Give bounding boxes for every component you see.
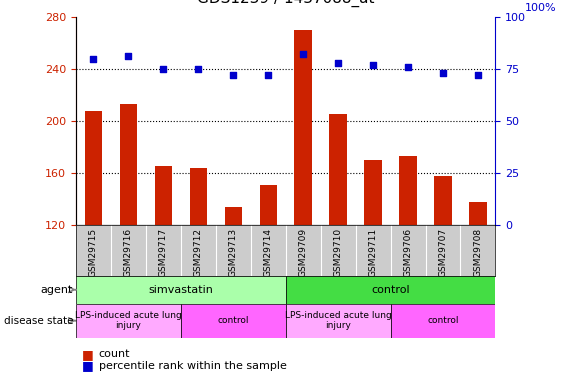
Text: GSM29715: GSM29715	[89, 228, 98, 277]
Text: ■: ■	[82, 359, 93, 372]
Text: LPS-induced acute lung
injury: LPS-induced acute lung injury	[285, 311, 391, 330]
Bar	[260, 184, 277, 225]
Point	[369, 62, 378, 68]
Bar	[76, 276, 286, 304]
Point	[89, 56, 98, 62]
Bar	[190, 168, 207, 225]
Text: GSM29709: GSM29709	[299, 228, 308, 277]
Point	[299, 51, 308, 57]
Text: GSM29706: GSM29706	[404, 228, 413, 277]
Bar	[181, 304, 286, 338]
Point	[439, 70, 448, 76]
Text: disease state: disease state	[4, 316, 73, 326]
Text: GSM29714: GSM29714	[263, 228, 272, 276]
Text: simvastatin: simvastatin	[149, 285, 213, 295]
Text: count: count	[99, 350, 130, 359]
Bar	[155, 166, 172, 225]
Point	[229, 72, 238, 78]
Bar	[286, 276, 495, 304]
Bar	[120, 104, 137, 225]
Bar	[85, 111, 102, 225]
Text: GSM29717: GSM29717	[159, 228, 168, 277]
Point	[124, 53, 133, 59]
Text: control: control	[371, 285, 410, 295]
Text: control: control	[217, 316, 249, 325]
Point	[334, 60, 343, 66]
Bar	[391, 304, 495, 338]
Bar	[329, 114, 347, 225]
Bar	[399, 156, 417, 225]
Bar	[76, 304, 181, 338]
Point	[159, 66, 168, 72]
Text: GSM29711: GSM29711	[369, 228, 378, 277]
Bar	[286, 304, 391, 338]
Text: percentile rank within the sample: percentile rank within the sample	[99, 361, 287, 370]
Bar	[434, 176, 452, 225]
Text: GSM29713: GSM29713	[229, 228, 238, 277]
Text: GSM29710: GSM29710	[334, 228, 343, 277]
Text: GSM29716: GSM29716	[124, 228, 133, 277]
Bar	[364, 160, 382, 225]
Point	[404, 64, 413, 70]
Bar	[469, 202, 486, 225]
Text: LPS-induced acute lung
injury: LPS-induced acute lung injury	[75, 311, 182, 330]
Text: GDS1239 / 1437088_at: GDS1239 / 1437088_at	[197, 0, 374, 8]
Bar	[225, 207, 242, 225]
Point	[194, 66, 203, 72]
Text: GSM29708: GSM29708	[473, 228, 482, 277]
Point	[263, 72, 272, 78]
Text: GSM29707: GSM29707	[439, 228, 448, 277]
Point	[473, 72, 482, 78]
Text: GSM29712: GSM29712	[194, 228, 203, 276]
Text: ■: ■	[82, 348, 93, 361]
Bar	[294, 30, 312, 225]
Text: 100%: 100%	[525, 3, 556, 13]
Text: agent: agent	[41, 285, 73, 295]
Text: control: control	[427, 316, 459, 325]
